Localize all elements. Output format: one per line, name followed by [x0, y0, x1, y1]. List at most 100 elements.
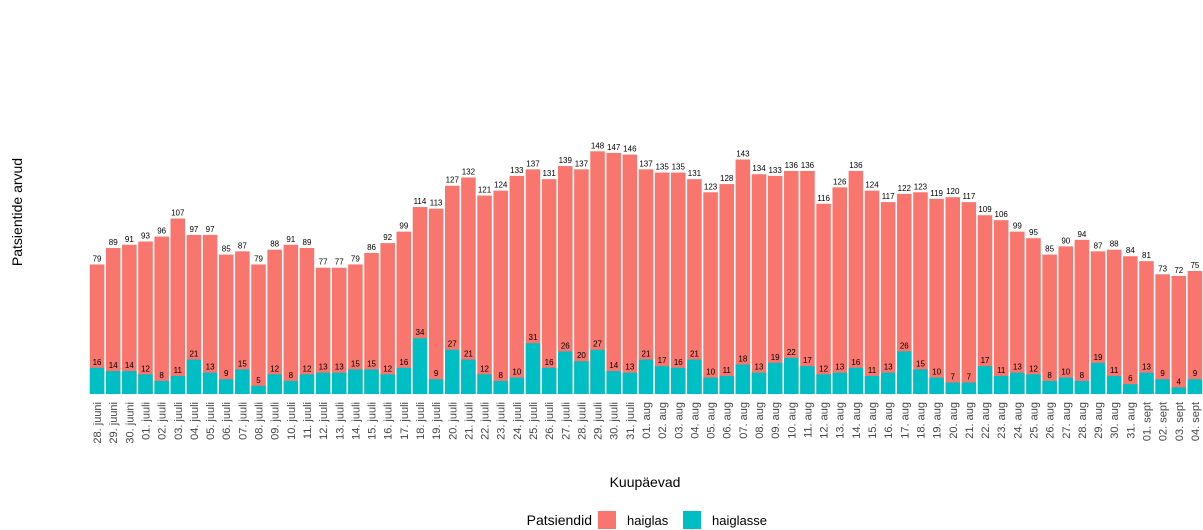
x-tick-label-34: 01. aug	[641, 402, 653, 439]
x-tick-label-27: 25. juuli	[528, 402, 540, 440]
data-label-haiglasse-37: 21	[690, 350, 699, 359]
data-label-haiglasse-23: 21	[464, 350, 473, 359]
bar-haiglas-23	[461, 177, 476, 394]
x-tick-label-46: 13. aug	[835, 402, 847, 439]
bar-haiglasse-49	[880, 372, 896, 394]
legend-label-haiglas: haiglas	[627, 513, 669, 528]
bar-haiglas-14	[315, 267, 331, 394]
bar-haiglas-65	[1139, 261, 1154, 394]
data-label-haiglas-34: 137	[639, 159, 653, 168]
x-tick-label-48: 15. aug	[867, 402, 879, 439]
x-tick-label-0: 28. juuni	[92, 402, 104, 444]
data-label-haiglasse-4: 8	[159, 371, 164, 380]
bar-haiglasse-11	[267, 374, 282, 394]
data-label-haiglas-30: 137	[575, 159, 589, 168]
x-tick-labels: 28. juuni 29. juuni 30. juuni 01. juuli 02. …	[92, 402, 1202, 444]
legend-title: Patsiendid	[527, 512, 592, 528]
bar-haiglasse-39	[719, 375, 734, 394]
bar-haiglas-8	[218, 254, 234, 394]
data-label-haiglas-57: 99	[1013, 222, 1022, 231]
x-tick-label-10: 08. juuli	[254, 402, 266, 440]
bar-haiglas-47	[848, 170, 864, 394]
bar-haiglas-56	[993, 220, 1009, 394]
data-label-haiglas-64: 84	[1126, 246, 1135, 255]
bar-haiglas-17	[364, 252, 379, 394]
x-tick-label-5: 03. juuli	[173, 402, 185, 440]
data-label-haiglasse-46: 13	[835, 363, 844, 372]
bars-layer	[89, 151, 1203, 394]
data-label-haiglas-13: 89	[303, 238, 312, 247]
bar-haiglas-30	[574, 169, 589, 394]
bar-haiglas-38	[703, 192, 718, 394]
bar-haiglas-59	[1042, 254, 1057, 394]
data-label-haiglas-15: 77	[335, 258, 344, 267]
bar-haiglasse-36	[671, 367, 686, 394]
x-tick-label-13: 11. juuli	[302, 402, 314, 439]
data-label-haiglas-11: 88	[270, 240, 279, 249]
bar-haiglas-49	[880, 202, 896, 394]
data-label-haiglasse-22: 27	[448, 340, 457, 349]
data-label-haiglas-55: 109	[978, 205, 992, 214]
data-label-haiglas-2: 91	[125, 235, 134, 244]
data-label-haiglas-52: 119	[930, 189, 943, 198]
data-label-haiglasse-44: 17	[803, 356, 812, 365]
data-label-haiglasse-68: 9	[1193, 369, 1198, 378]
bar-haiglas-37	[687, 179, 702, 394]
data-label-haiglasse-56: 11	[997, 366, 1006, 375]
bar-haiglasse-19	[396, 367, 412, 394]
bar-haiglas-42	[767, 175, 783, 394]
data-label-haiglasse-63: 11	[1110, 366, 1119, 375]
data-label-haiglasse-7: 13	[206, 363, 215, 372]
data-label-haiglas-28: 131	[542, 169, 556, 178]
data-label-haiglas-0: 79	[93, 254, 102, 263]
data-label-haiglasse-31: 27	[593, 340, 602, 349]
bar-haiglasse-27	[525, 343, 541, 394]
data-label-haiglasse-34: 21	[642, 350, 651, 359]
bar-haiglas-44	[800, 170, 815, 394]
data-label-haiglasse-62: 19	[1094, 353, 1103, 362]
x-tick-label-55: 22. aug	[980, 402, 992, 439]
data-label-haiglas-21: 113	[430, 199, 443, 208]
bar-haiglas-34	[638, 169, 654, 394]
data-label-haiglas-29: 139	[559, 156, 573, 165]
data-label-haiglas-49: 117	[882, 192, 895, 201]
x-tick-label-7: 05. juuli	[205, 402, 217, 440]
data-label-haiglas-25: 124	[494, 181, 508, 190]
data-label-haiglasse-65: 13	[1142, 363, 1151, 372]
data-label-haiglas-59: 85	[1045, 245, 1054, 254]
legend-label-haiglasse: haiglasse	[712, 513, 767, 528]
bar-haiglasse-18	[380, 374, 395, 394]
data-label-haiglasse-51: 15	[916, 359, 925, 368]
x-tick-label-67: 03. sept	[1174, 402, 1186, 441]
data-label-haiglasse-64: 6	[1128, 374, 1133, 383]
data-label-haiglas-32: 147	[607, 143, 621, 152]
data-label-haiglas-22: 127	[446, 176, 460, 185]
legend-swatch-haiglasse	[683, 511, 701, 529]
data-label-haiglasse-15: 13	[335, 363, 344, 372]
x-tick-label-52: 19. aug	[932, 402, 944, 439]
bar-haiglas-11	[267, 249, 282, 394]
data-label-haiglas-19: 99	[399, 222, 408, 231]
data-label-haiglas-24: 121	[478, 186, 492, 195]
bar-haiglasse-51	[913, 369, 928, 394]
bar-haiglasse-61	[1074, 380, 1090, 394]
data-label-haiglasse-35: 17	[658, 356, 667, 365]
x-tick-label-58: 25. aug	[1028, 402, 1040, 439]
x-tick-label-39: 06. aug	[722, 402, 734, 439]
bar-haiglas-54	[961, 202, 977, 394]
x-tick-label-40: 07. aug	[738, 402, 750, 439]
bar-haiglasse-22	[445, 349, 460, 394]
bar-haiglasse-15	[331, 372, 347, 394]
x-tick-label-53: 20. aug	[948, 402, 960, 439]
bar-haiglasse-53	[945, 382, 961, 394]
x-tick-label-57: 24. aug	[1012, 402, 1024, 439]
bar-haiglasse-6	[186, 359, 202, 394]
data-label-haiglas-56: 106	[995, 210, 1009, 219]
data-label-haiglas-23: 132	[462, 168, 476, 177]
data-label-haiglasse-9: 15	[238, 359, 247, 368]
data-label-haiglasse-13: 12	[303, 364, 312, 373]
bar-haiglasse-62	[1090, 362, 1106, 394]
x-tick-label-62: 29. aug	[1093, 402, 1105, 439]
x-tick-label-19: 17. juuli	[399, 402, 411, 440]
data-label-haiglasse-27: 31	[529, 333, 538, 342]
